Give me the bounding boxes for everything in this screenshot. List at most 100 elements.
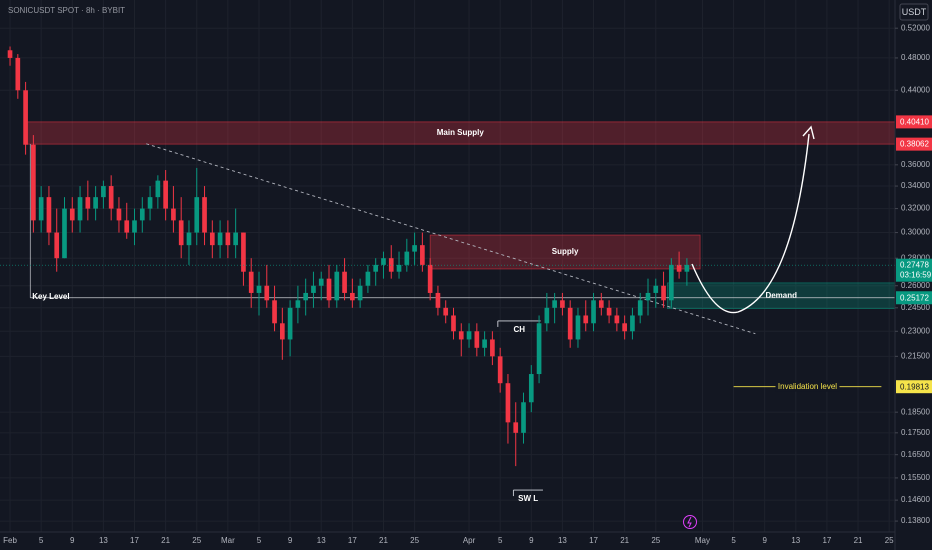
zone — [429, 234, 701, 270]
candle-body — [575, 315, 581, 340]
price-label-bg — [896, 380, 932, 394]
candle-body — [62, 208, 67, 259]
candle-body — [373, 264, 379, 272]
x-tick-label: 9 — [70, 536, 75, 545]
candle-body — [124, 220, 130, 233]
candle-body — [622, 323, 627, 332]
y-tick-label: 0.18500 — [901, 407, 930, 416]
candle-body — [272, 300, 277, 324]
candle-body — [46, 197, 52, 233]
x-tick-label: 17 — [589, 536, 598, 545]
x-tick-label: 5 — [498, 536, 503, 545]
x-tick-label: 5 — [39, 536, 44, 545]
y-tick-label: 0.15500 — [901, 473, 930, 482]
candle-body — [342, 271, 347, 293]
candle-body — [451, 315, 456, 332]
x-tick-label: 5 — [731, 536, 736, 545]
candle-body — [279, 323, 285, 340]
arrow-head — [802, 125, 815, 140]
candle-body — [264, 285, 270, 301]
plot: Main Supply Supply Demand Key Level Invalida… — [0, 46, 896, 503]
price-label: 0.19813 — [900, 382, 929, 391]
x-tick-label: Mar — [221, 536, 235, 545]
candle-body — [490, 339, 495, 357]
x-tick-label: 9 — [762, 536, 767, 545]
candle-body — [93, 197, 98, 209]
last-price-bg — [896, 258, 932, 282]
x-tick-label: 25 — [410, 536, 419, 545]
candle-body — [139, 208, 145, 221]
y-tick-label: 0.52000 — [901, 23, 930, 32]
invalidation-label: Invalidation level — [778, 382, 837, 391]
y-tick-label: 0.21500 — [901, 351, 930, 360]
candle-body — [202, 197, 207, 233]
axes: 0.52000 0.48000 0.44000 0.36000 0.34000 0.320… — [3, 23, 932, 545]
candle-body — [77, 197, 83, 221]
candle-body — [505, 383, 511, 423]
candle-body — [209, 232, 215, 246]
alert-icon[interactable] — [683, 515, 697, 529]
candle-body — [661, 285, 666, 301]
x-tick-label: 21 — [379, 536, 388, 545]
candle-body — [474, 331, 480, 348]
zone-label: Demand — [765, 291, 797, 300]
candle-body — [318, 278, 324, 286]
y-tick-label: 0.30000 — [901, 228, 930, 237]
candle-body — [513, 422, 519, 433]
candle-body — [311, 285, 316, 293]
x-tick-label: 13 — [791, 536, 800, 545]
x-tick-label: 13 — [99, 536, 108, 545]
candle-body — [155, 180, 161, 198]
countdown: 03:16:59 — [900, 270, 932, 279]
candle-body — [676, 264, 682, 272]
x-tick-label: 17 — [822, 536, 831, 545]
candle-body — [606, 307, 612, 316]
candle-body — [38, 197, 44, 221]
candle-body — [163, 180, 168, 209]
candle-body — [381, 258, 386, 265]
y-tick-label: 0.14600 — [901, 495, 930, 504]
y-tick-label: 0.32000 — [901, 204, 930, 213]
y-tick-label: 0.28000 — [901, 253, 930, 262]
candle-body — [653, 285, 659, 293]
candle-body — [54, 232, 60, 259]
price-label-bg — [896, 291, 932, 305]
candle-body — [31, 144, 36, 221]
candle-body — [668, 264, 674, 301]
price-label-bg — [896, 137, 932, 151]
candle-body — [334, 271, 340, 301]
candle-body — [116, 208, 122, 221]
candle-body — [583, 315, 589, 324]
marker-label: CH — [513, 325, 525, 334]
candle-body — [108, 186, 114, 209]
candle-body — [69, 208, 75, 221]
candle-body — [420, 245, 425, 265]
x-tick-label: 25 — [885, 536, 894, 545]
x-tick-label: 17 — [348, 536, 357, 545]
candle-body — [521, 402, 526, 433]
candle-body — [497, 356, 503, 384]
candle-body — [256, 285, 262, 293]
candle-body — [404, 251, 410, 265]
chart-title: SONICUSDT SPOT · 8h · BYBIT — [8, 6, 125, 15]
price-label-bg — [896, 115, 932, 129]
candle-body — [7, 50, 13, 58]
candle-body — [482, 339, 487, 348]
y-tick-label: 0.44000 — [901, 85, 930, 94]
x-tick-label: 21 — [161, 536, 170, 545]
x-tick-label: 25 — [651, 536, 660, 545]
candle-body — [303, 292, 309, 301]
x-tick-label: 25 — [192, 536, 201, 545]
candle-body — [637, 300, 643, 316]
price-label: 0.40410 — [900, 117, 929, 126]
candle-body — [388, 258, 394, 272]
candle-body — [147, 197, 153, 209]
candle-body — [458, 331, 464, 340]
y-tick-label: 0.13800 — [901, 516, 930, 525]
candle-body — [552, 300, 557, 308]
price-label: 0.38062 — [900, 140, 929, 149]
candle-body — [560, 300, 565, 308]
candle-body — [171, 208, 176, 221]
candle-body — [132, 220, 137, 233]
candle-body — [396, 264, 402, 272]
